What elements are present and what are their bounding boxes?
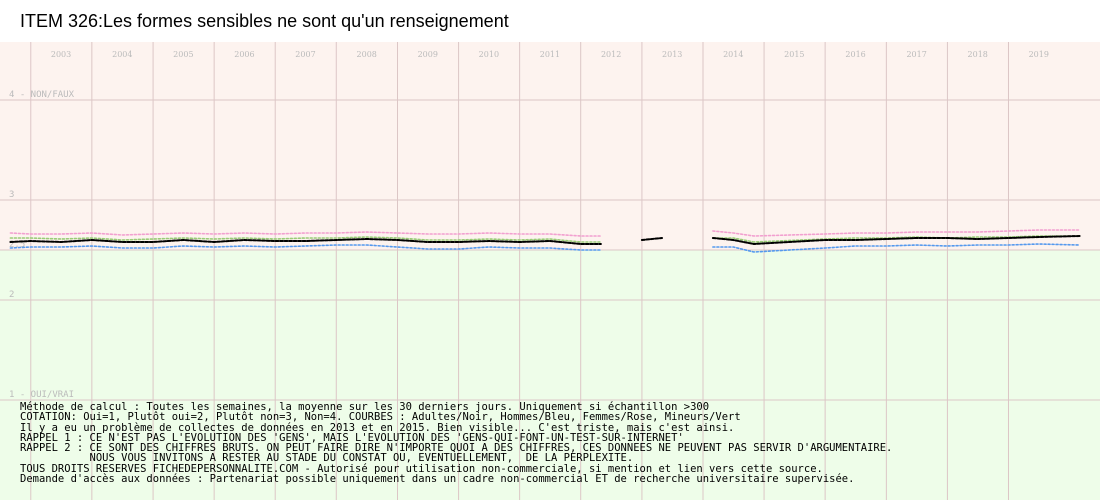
y-tick-label: 4 - NON/FAUX bbox=[9, 90, 75, 100]
note-line: COTATION: Oui=1, Plutôt oui=2, Plutôt no… bbox=[20, 411, 741, 424]
x-tick-label: 2010 bbox=[479, 50, 499, 59]
plot-background-upper bbox=[0, 42, 1100, 250]
x-tick-label: 2014 bbox=[723, 50, 743, 59]
x-tick-label: 2019 bbox=[1029, 50, 1049, 59]
x-tick-label: 2018 bbox=[968, 50, 988, 59]
x-tick-label: 2009 bbox=[418, 50, 438, 59]
x-tick-label: 2007 bbox=[295, 50, 315, 59]
chart-title: ITEM 326:Les formes sensibles ne sont qu… bbox=[20, 11, 509, 31]
x-tick-label: 2003 bbox=[51, 50, 71, 59]
x-tick-label: 2016 bbox=[845, 50, 865, 59]
y-tick-label: 3 bbox=[9, 190, 14, 200]
x-tick-label: 2012 bbox=[601, 50, 621, 59]
x-tick-label: 2017 bbox=[906, 50, 926, 59]
note-line: RAPPEL 2 : CE SONT DES CHIFFRES BRUTS. O… bbox=[20, 442, 893, 455]
x-tick-label: 2013 bbox=[662, 50, 682, 59]
series-line-hommes bbox=[9, 243, 1081, 253]
x-tick-label: 2004 bbox=[112, 50, 132, 59]
x-tick-label: 2006 bbox=[234, 50, 254, 59]
note-line: Méthode de calcul : Toutes les semaines,… bbox=[20, 401, 710, 413]
y-tick-label: 2.5 bbox=[9, 240, 25, 250]
notes-block: Méthode de calcul : Toutes les semaines,… bbox=[20, 401, 893, 486]
note-line: NOUS VOUS INVITONS A RESTER AU STADE DU … bbox=[20, 452, 634, 465]
x-tick-label: 2015 bbox=[784, 50, 804, 59]
y-tick-label: 1 - OUI/VRAI bbox=[9, 390, 74, 400]
plot-background-lower bbox=[0, 250, 1100, 500]
series-line-femmes bbox=[9, 229, 1081, 237]
x-tick-label: 2011 bbox=[540, 50, 560, 59]
note-line: TOUS DROITS RESERVES FICHEDEPERSONNALITE… bbox=[20, 462, 823, 475]
series-line-adultes bbox=[9, 235, 1081, 245]
x-tick-label: 2005 bbox=[173, 50, 193, 59]
y-tick-label: 2 bbox=[9, 290, 14, 300]
note-line: Il y a eu un problème de collectes de do… bbox=[20, 421, 735, 434]
x-tick-label: 2008 bbox=[357, 50, 377, 59]
note-line: RAPPEL 1 : CE N'EST PAS L'EVOLUTION DES … bbox=[20, 431, 684, 444]
note-line: Demande d'accès aux données : Partenaria… bbox=[20, 473, 855, 486]
